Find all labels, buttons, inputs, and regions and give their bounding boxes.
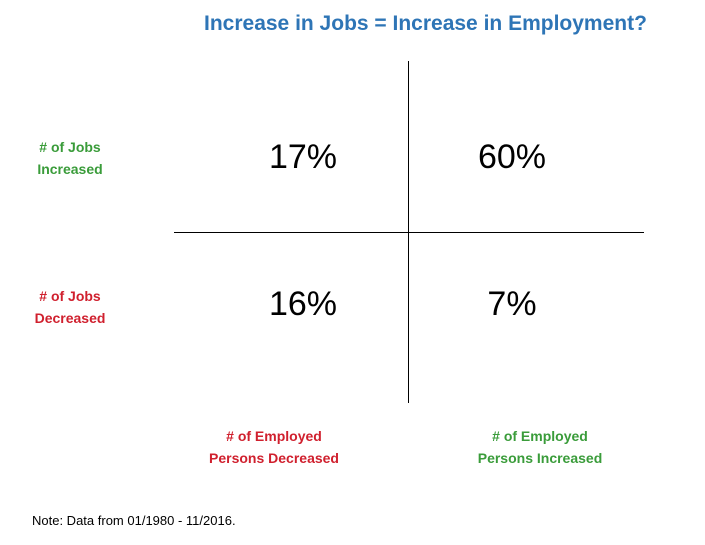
title-area: Increase in Jobs = Increase in Employmen… xyxy=(0,12,705,46)
row-label-line: # of Jobs xyxy=(39,139,101,155)
col-label-line: # of Employed xyxy=(492,428,588,444)
row-label-jobs-decreased: # of Jobs Decreased xyxy=(0,285,140,329)
col-label-line: Persons Increased xyxy=(477,450,603,466)
cell-jobs-down-employed-up: 7% xyxy=(487,285,537,323)
cell-jobs-down-employed-down: 16% xyxy=(268,285,338,323)
row-label-jobs-increased: # of Jobs Increased xyxy=(0,136,140,180)
col-label-employed-decreased: # of Employed Persons Decreased xyxy=(174,425,374,469)
col-label-employed-increased: # of Employed Persons Increased xyxy=(440,425,640,469)
col-label-line: Persons Decreased xyxy=(209,450,339,466)
cell-jobs-up-employed-up: 60% xyxy=(477,138,547,176)
cell-jobs-up-employed-down: 17% xyxy=(268,138,338,176)
row-label-line: Increased xyxy=(37,161,103,177)
col-label-line: # of Employed xyxy=(226,428,322,444)
page-title: Increase in Jobs = Increase in Employmen… xyxy=(204,12,647,35)
row-label-line: # of Jobs xyxy=(39,288,101,304)
data-note: Note: Data from 01/1980 - 11/2016. xyxy=(32,513,236,528)
horizontal-axis-line xyxy=(174,232,644,233)
row-label-line: Decreased xyxy=(34,310,106,326)
